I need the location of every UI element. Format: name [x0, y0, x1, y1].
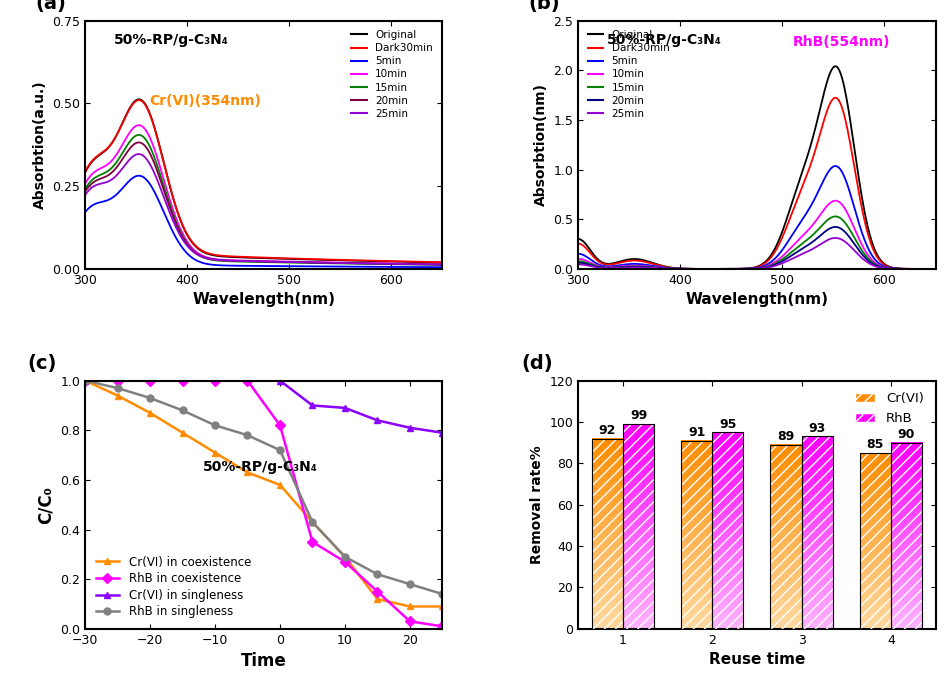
Cr(VI) in coexistence — [371, 595, 382, 603]
Cr(VI) in coexistence — [436, 603, 447, 611]
Cr(VI) in coexistence — [144, 409, 156, 417]
RhB in coexistence — [274, 421, 285, 429]
Text: RhB(554nm): RhB(554nm) — [792, 35, 889, 48]
X-axis label: Reuse time: Reuse time — [708, 652, 804, 668]
Text: Cr(VI)(354nm): Cr(VI)(354nm) — [149, 94, 261, 108]
Legend: Original, Dark30min, 5min, 10min, 15min, 20min, 25min: Original, Dark30min, 5min, 10min, 15min,… — [346, 26, 437, 123]
Legend: Original, Dark30min, 5min, 10min, 15min, 20min, 25min: Original, Dark30min, 5min, 10min, 15min,… — [582, 26, 673, 123]
RhB in coexistence — [79, 377, 91, 385]
RhB in singleness — [177, 406, 188, 415]
RhB in coexistence — [210, 377, 221, 385]
RhB in coexistence — [436, 622, 447, 630]
RhB in singleness — [79, 377, 91, 385]
Text: 95: 95 — [718, 417, 735, 430]
Text: 85: 85 — [866, 438, 883, 451]
RhB in singleness — [144, 394, 156, 402]
RhB in singleness — [371, 570, 382, 578]
Cr(VI) in coexistence — [210, 448, 221, 457]
RhB in singleness — [242, 431, 253, 439]
RhB in singleness — [339, 553, 350, 561]
Cr(VI) in coexistence — [307, 518, 318, 527]
RhB in singleness — [404, 580, 415, 588]
Text: 99: 99 — [630, 409, 647, 422]
Text: 90: 90 — [897, 428, 914, 441]
Cr(VI) in coexistence — [79, 377, 91, 385]
RhB in coexistence — [242, 377, 253, 385]
Text: 92: 92 — [598, 424, 615, 437]
Text: 50%-RP/g-C₃N₄: 50%-RP/g-C₃N₄ — [113, 33, 228, 47]
RhB in coexistence — [339, 558, 350, 566]
Text: (b): (b) — [528, 0, 559, 13]
RhB in coexistence — [144, 377, 156, 385]
RhB in coexistence — [404, 617, 415, 625]
Y-axis label: Absorbtion(a.u.): Absorbtion(a.u.) — [33, 81, 46, 209]
Cr(VI) in coexistence — [111, 391, 123, 399]
Legend: Cr(VI) in coexistence, RhB in coexistence, Cr(VI) in singleness, RhB in singlene: Cr(VI) in coexistence, RhB in coexistenc… — [91, 551, 256, 623]
Text: (c): (c) — [27, 354, 58, 373]
RhB in singleness — [307, 518, 318, 527]
Text: 89: 89 — [777, 430, 794, 443]
Line: Cr(VI) in coexistence: Cr(VI) in coexistence — [81, 377, 446, 610]
Legend: Cr(VI), RhB: Cr(VI), RhB — [850, 387, 928, 430]
RhB in coexistence — [307, 538, 318, 546]
Cr(VI) in singleness — [404, 424, 415, 432]
RhB in singleness — [111, 384, 123, 392]
Cr(VI) in coexistence — [274, 481, 285, 489]
X-axis label: Wavelength(nm): Wavelength(nm) — [192, 292, 335, 307]
Cr(VI) in coexistence — [242, 468, 253, 477]
Y-axis label: Absorbtion(nm): Absorbtion(nm) — [533, 84, 548, 207]
RhB in singleness — [436, 590, 447, 598]
RhB in singleness — [210, 421, 221, 429]
Cr(VI) in singleness — [339, 404, 350, 412]
Text: (d): (d) — [520, 354, 552, 373]
RhB in singleness — [274, 446, 285, 454]
Text: (a): (a) — [35, 0, 66, 13]
Line: Cr(VI) in singleness: Cr(VI) in singleness — [81, 377, 446, 436]
Cr(VI) in coexistence — [177, 428, 188, 437]
Text: 50%-RP/g-C₃N₄: 50%-RP/g-C₃N₄ — [606, 33, 721, 47]
RhB in coexistence — [371, 587, 382, 596]
Cr(VI) in coexistence — [404, 603, 415, 611]
Y-axis label: C/C₀: C/C₀ — [37, 486, 55, 524]
Cr(VI) in singleness — [371, 416, 382, 424]
Text: 91: 91 — [687, 426, 704, 439]
Y-axis label: Removal rate%: Removal rate% — [530, 445, 544, 564]
X-axis label: Wavelength(nm): Wavelength(nm) — [684, 292, 828, 307]
RhB in coexistence — [111, 377, 123, 385]
Line: RhB in coexistence: RhB in coexistence — [81, 377, 446, 630]
Cr(VI) in singleness — [307, 401, 318, 410]
RhB in coexistence — [177, 377, 188, 385]
Text: 93: 93 — [808, 422, 825, 435]
Cr(VI) in singleness — [79, 377, 91, 385]
Text: 50%-RP/g-C₃N₄: 50%-RP/g-C₃N₄ — [203, 460, 317, 474]
X-axis label: Time: Time — [241, 652, 286, 670]
Cr(VI) in coexistence — [339, 553, 350, 561]
Line: RhB in singleness: RhB in singleness — [81, 377, 446, 598]
Cr(VI) in singleness — [274, 377, 285, 385]
Cr(VI) in singleness — [436, 428, 447, 437]
